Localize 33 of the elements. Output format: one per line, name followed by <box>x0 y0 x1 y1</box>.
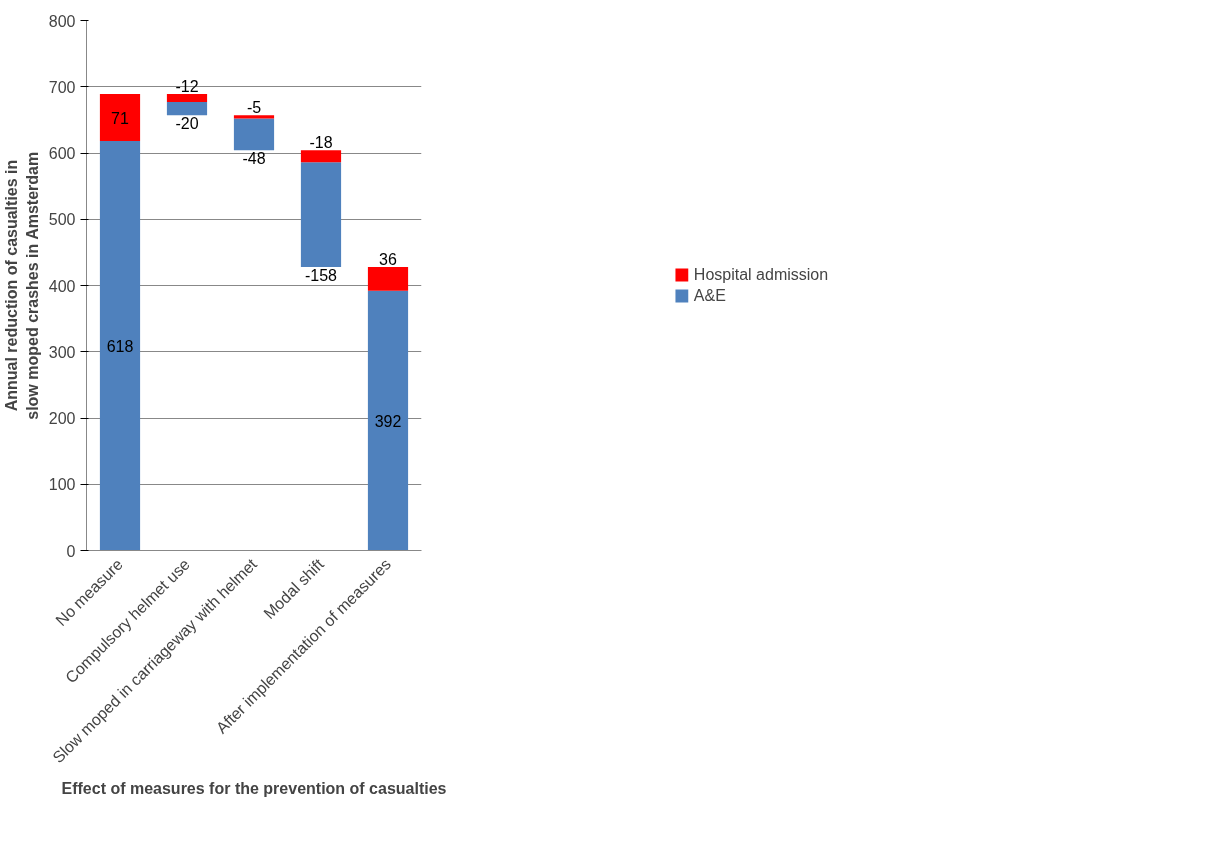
bar <box>367 290 409 551</box>
bar <box>233 115 275 119</box>
legend-label: A&E <box>693 286 726 305</box>
data-label: 392 <box>374 412 402 430</box>
y-tick-label: 0 <box>66 542 76 560</box>
bar <box>99 94 141 142</box>
legend-label: Hospital admission <box>693 265 829 284</box>
data-label: -5 <box>246 99 262 117</box>
y-tick-label: 300 <box>48 343 76 361</box>
bar <box>233 118 275 151</box>
bar <box>166 94 208 102</box>
y-tick-label: 800 <box>48 12 76 30</box>
bar <box>300 162 342 267</box>
y-tick-label: 600 <box>48 145 76 162</box>
y-tick-label: 400 <box>48 277 76 295</box>
data-label: -20 <box>175 115 199 133</box>
bar <box>367 266 409 291</box>
x-axis-title: Effect of measures for the prevention of casualties <box>61 780 447 798</box>
y-tick-label: 200 <box>48 410 76 427</box>
data-label: -158 <box>304 266 338 284</box>
data-label: 71 <box>111 109 129 127</box>
bar <box>99 141 141 551</box>
y-tick-label: 100 <box>48 476 76 494</box>
bar <box>166 101 208 116</box>
y-axis-title: Annual reduction of casualties in slow moped crashes in Amsterdam <box>3 151 41 420</box>
data-label: 618 <box>106 337 134 355</box>
bar <box>300 150 342 163</box>
data-label: 36 <box>379 250 397 268</box>
data-label: -18 <box>309 134 333 152</box>
data-label: -48 <box>242 150 266 168</box>
data-label: -12 <box>175 78 199 96</box>
y-tick-label: 700 <box>48 78 76 96</box>
y-tick-label: 500 <box>48 211 76 229</box>
